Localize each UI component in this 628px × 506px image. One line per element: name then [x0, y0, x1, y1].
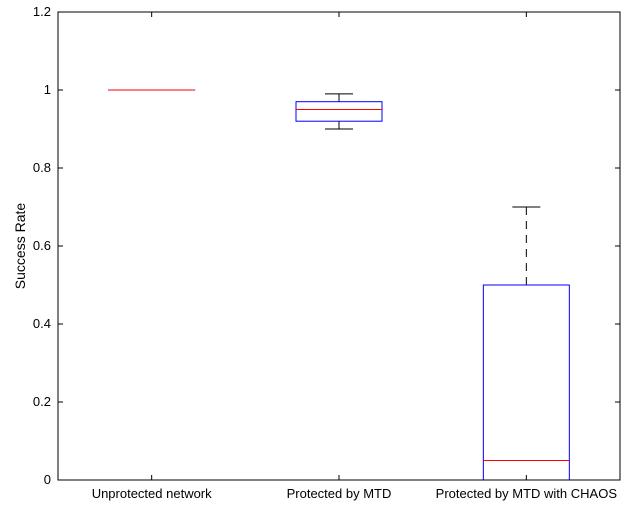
boxes-group — [108, 89, 570, 481]
x-tick-label: Unprotected network — [92, 486, 212, 501]
y-axis-ticks: 0 0.2 0.4 0.6 0.8 1 1.2 — [33, 4, 620, 487]
y-tick-label: 0.2 — [33, 394, 51, 409]
box-2 — [295, 93, 383, 130]
x-axis-ticks: Unprotected network Protected by MTD Prote… — [92, 12, 618, 501]
x-tick-label: Protected by MTD with CHAOS — [436, 486, 618, 501]
x-tick-label: Protected by MTD — [287, 486, 392, 501]
y-tick-label: 0.8 — [33, 160, 51, 175]
box-iqr — [295, 101, 383, 122]
y-tick-label: 0.6 — [33, 238, 51, 253]
plot-area-frame — [57, 11, 621, 481]
y-tick-label: 1.2 — [33, 4, 51, 19]
box-iqr — [482, 284, 570, 481]
y-tick-label: 1 — [44, 82, 51, 97]
y-tick-label: 0 — [44, 472, 51, 487]
box-3 — [482, 206, 570, 481]
y-axis-label: Success Rate — [12, 203, 28, 290]
y-tick-label: 0.4 — [33, 316, 51, 331]
